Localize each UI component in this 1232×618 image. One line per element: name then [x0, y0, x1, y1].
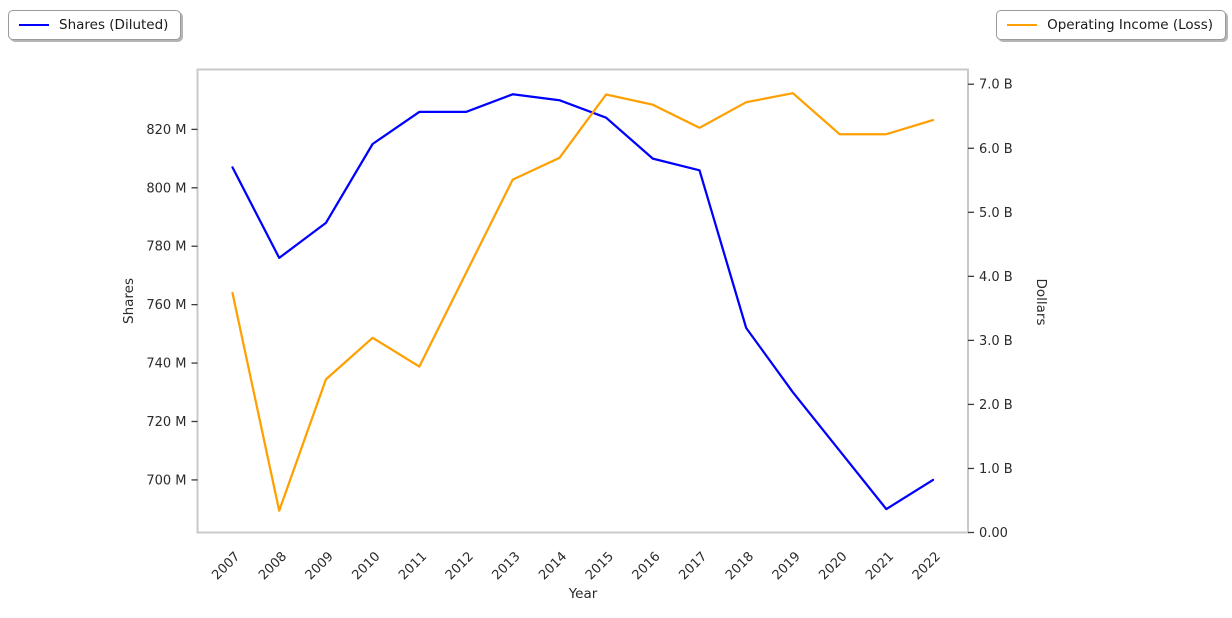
x-tick-label: 2012 [443, 549, 477, 583]
right-tick-label: 0.00 [979, 526, 1008, 541]
x-tick-label: 2013 [490, 549, 524, 583]
x-tick-label: 2018 [723, 549, 757, 583]
operating-income-line-swatch-icon [1007, 24, 1038, 26]
x-tick-label: 2022 [910, 549, 944, 583]
x-tick-label: 2009 [303, 549, 337, 583]
series-line-left [231, 93, 935, 511]
x-tick-label: 2008 [256, 549, 290, 583]
plot-border [196, 68, 969, 534]
right-tick-label: 3.0 B [979, 334, 1013, 349]
left-tick-label: 820 M [146, 123, 186, 138]
x-tick-label: 2019 [770, 549, 804, 583]
left-tick-label: 760 M [146, 298, 186, 313]
y-axis-title-left: Shares [121, 278, 137, 324]
right-tick-label: 4.0 B [979, 270, 1013, 285]
x-tick-label: 2014 [536, 549, 570, 583]
right-tick-label: 7.0 B [979, 78, 1013, 93]
left-tick-label: 740 M [146, 357, 186, 372]
x-tick-label: 2010 [349, 549, 383, 583]
legend-operating-income[interactable]: Operating Income (Loss) [996, 10, 1226, 40]
x-tick-label: 2021 [863, 549, 897, 583]
x-tick-label: 2017 [676, 549, 710, 583]
right-tick-label: 5.0 B [979, 206, 1013, 221]
x-tick-label: 2016 [630, 549, 664, 583]
series-line-right [231, 92, 935, 512]
right-tick-label: 2.0 B [979, 398, 1013, 413]
x-axis-title: Year [568, 586, 598, 602]
left-tick-label: 800 M [146, 181, 186, 196]
left-tick-label: 720 M [146, 415, 186, 430]
legend-shares[interactable]: Shares (Diluted) [8, 10, 182, 40]
legend-shares-label: Shares (Diluted) [59, 17, 169, 33]
legend-operating-income-label: Operating Income (Loss) [1047, 17, 1213, 33]
x-tick-label: 2011 [396, 549, 430, 583]
y-axis-title-right: Dollars [1033, 278, 1049, 326]
left-tick-label: 700 M [146, 473, 186, 488]
x-tick-label: 2015 [583, 549, 617, 583]
shares-line-swatch-icon [19, 24, 49, 26]
right-tick-label: 6.0 B [979, 142, 1013, 157]
x-tick-label: 2020 [816, 549, 850, 583]
left-tick-label: 780 M [146, 240, 186, 255]
right-tick-label: 1.0 B [979, 462, 1013, 477]
x-tick-label: 2007 [209, 549, 243, 583]
